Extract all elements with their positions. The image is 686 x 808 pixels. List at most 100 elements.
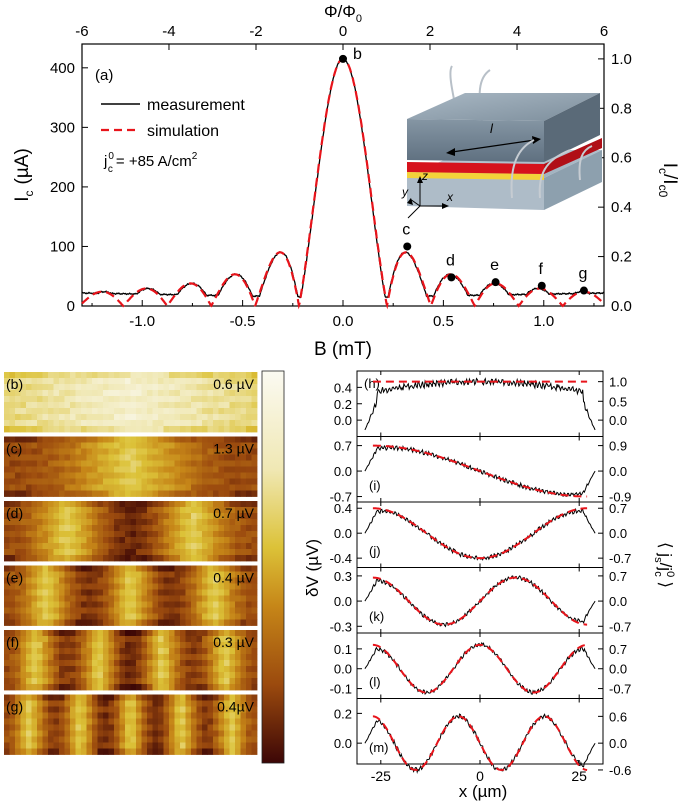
heatmap-cell <box>196 654 203 661</box>
heatmap-cell <box>9 402 16 409</box>
heatmap-cell <box>246 700 252 707</box>
heatmap-cell <box>15 396 21 403</box>
heatmap-cell <box>240 501 247 508</box>
heatmap-cell <box>218 490 225 497</box>
heatmap-cell <box>108 454 115 461</box>
legend-measurement-label: measurement <box>147 97 245 114</box>
heatmap-cell <box>92 384 98 391</box>
heatmap-cell <box>103 724 109 731</box>
heatmap-cell <box>108 730 115 737</box>
heatmap-cell <box>9 372 16 379</box>
heatmap-cell <box>246 426 252 433</box>
heatmap-cell <box>103 595 109 602</box>
heatmap-cell <box>53 642 60 649</box>
heatmap-cell <box>119 613 126 620</box>
heatmap-cell <box>81 460 87 467</box>
profile-panel-j: 0.40.0-0.40.70.0-0.7(j) <box>330 501 631 568</box>
heatmap-cell <box>196 484 203 491</box>
measurement-profile <box>364 641 596 695</box>
y-tick-label: -0.3 <box>330 619 352 634</box>
heatmap-cell <box>251 636 258 643</box>
heatmap-cell <box>26 724 32 731</box>
heatmap-cell <box>229 619 236 626</box>
heatmap-cell <box>53 372 60 379</box>
heatmap-cell <box>218 706 225 713</box>
heatmap-cell <box>37 420 43 427</box>
heatmap-cell <box>81 571 87 578</box>
heatmap-cell <box>229 519 236 526</box>
heatmap-cell <box>158 408 164 415</box>
heatmap-cell <box>136 601 142 608</box>
heatmap-cell <box>202 519 208 526</box>
heatmap-cell <box>158 466 164 473</box>
heatmap-cell <box>235 684 241 691</box>
inset-length-arrow <box>451 139 536 153</box>
heatmap-cell <box>48 601 54 608</box>
heatmap-cell <box>240 642 247 649</box>
heatmap-cell <box>114 436 120 443</box>
heatmap-cell <box>207 619 214 626</box>
inset-wire <box>510 139 535 199</box>
heatmap-cell <box>20 642 27 649</box>
heatmap-cell <box>75 694 82 701</box>
heatmap-cell <box>31 712 38 719</box>
heatmap-cell <box>235 706 241 713</box>
heatmap-cell <box>20 742 27 749</box>
heatmap-cell <box>246 414 252 421</box>
heatmap-cell <box>169 613 175 620</box>
heatmap-cell <box>75 706 82 713</box>
heatmap-cell <box>125 519 131 526</box>
heatmap-cell <box>202 507 208 514</box>
heatmap-cell <box>152 589 159 596</box>
heatmap-cell <box>224 607 230 614</box>
heatmap-cell <box>207 420 214 427</box>
heatmap-cell <box>202 736 208 743</box>
heatmap-cell <box>202 613 208 620</box>
heatmap-cell <box>136 490 142 497</box>
heatmap-cell <box>202 454 208 461</box>
heatmap-cell <box>97 484 104 491</box>
heatmap-cell <box>147 700 153 707</box>
heatmap-f: (f) 0.3 µV <box>4 630 258 691</box>
heatmap-cell <box>147 666 153 673</box>
heatmap-cell <box>103 748 109 755</box>
heatmap-cell <box>251 700 258 707</box>
heatmap-cell <box>174 525 181 532</box>
heatmap-cell <box>103 448 109 455</box>
heatmap-cell <box>86 730 93 737</box>
heatmap-cell <box>4 607 10 614</box>
heatmap-cell <box>103 636 109 643</box>
heatmap-cell <box>75 402 82 409</box>
heatmap-cell <box>152 448 159 455</box>
heatmap-cell <box>147 484 153 491</box>
heatmap-cell <box>163 402 170 409</box>
heatmap-cell <box>246 396 252 403</box>
heatmap-cell <box>240 694 247 701</box>
heatmap-cell <box>97 660 104 667</box>
heatmap-cell <box>224 724 230 731</box>
heatmap-cell <box>9 484 16 491</box>
heatmap-cell <box>125 484 131 491</box>
heatmap-cell <box>218 684 225 691</box>
heatmap-cell <box>213 531 219 538</box>
heatmap-cell <box>31 472 38 479</box>
heatmap-cell <box>81 678 87 685</box>
heatmap-cell <box>246 648 252 655</box>
heatmap-cell <box>86 466 93 473</box>
heatmap-cell <box>20 724 27 731</box>
heatmap-cell <box>235 666 241 673</box>
heatmap-cell <box>59 426 65 433</box>
heatmap-cell <box>251 396 258 403</box>
heatmap-cell <box>125 426 131 433</box>
heatmap-cell <box>163 565 170 572</box>
heatmap-cell <box>48 390 54 397</box>
heatmap-cell <box>97 501 104 508</box>
heatmap-cell <box>15 507 21 514</box>
heatmap-cell <box>224 460 230 467</box>
heatmap-cell <box>64 613 71 620</box>
heatmap-cell <box>152 519 159 526</box>
heatmap-cell <box>20 577 27 584</box>
heatmap-cell <box>42 718 49 725</box>
heatmap-cell <box>92 577 98 584</box>
heatmap-cell <box>213 519 219 526</box>
